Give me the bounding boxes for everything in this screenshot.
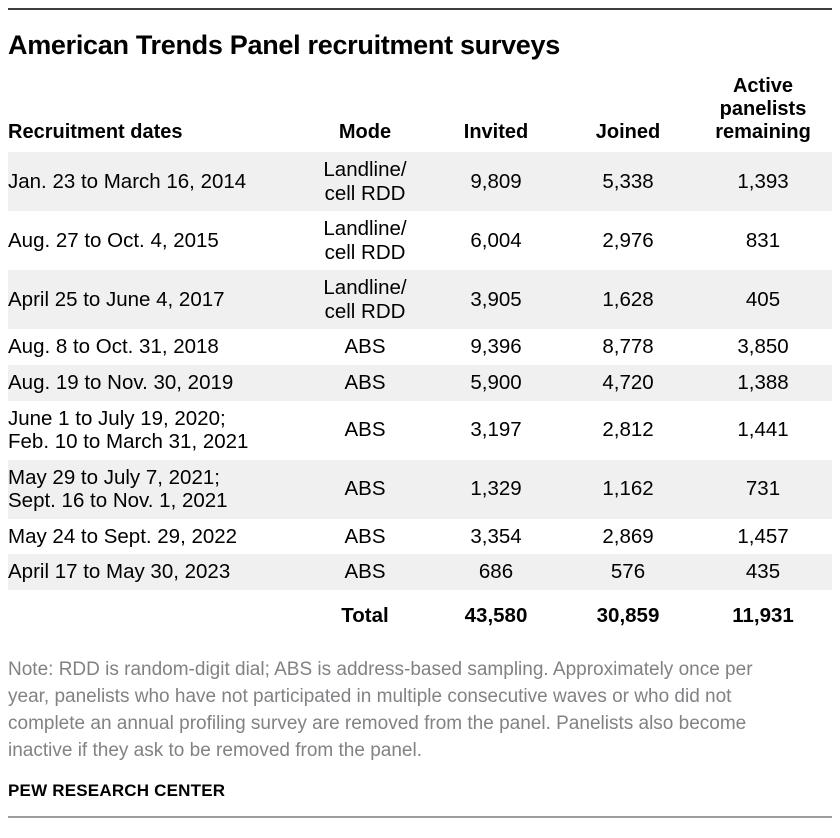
invited-cell: 9,809 [430,152,562,212]
column-header-active-panelists-remaining: Active panelists remaining [715,75,811,144]
mode-cell: ABS [344,418,386,442]
table-row: May 24 to Sept. 29, 2022 ABS 3,354 2,869… [8,519,832,555]
bottom-rule [8,816,832,819]
date-cell: May 24 to Sept. 29, 2022 [8,524,238,548]
remaining-cell: 435 [694,554,832,590]
joined-cell: 2,812 [602,418,654,442]
total-label: Total [300,589,430,638]
remaining-cell: 1,441 [737,418,789,442]
joined-cell: 2,869 [602,524,654,548]
date-cell: Aug. 27 to Oct. 4, 2015 [8,228,219,252]
mode-cell: ABS [344,524,386,548]
date-cell: April 25 to June 4, 2017 [8,270,300,330]
invited-cell: 686 [430,554,562,590]
column-header-recruitment-dates: Recruitment dates [8,121,183,144]
date-cell: Aug. 8 to Oct. 31, 2018 [8,335,219,359]
page-title: American Trends Panel recruitment survey… [8,30,560,60]
remaining-cell: 3,850 [737,335,789,359]
mode-cell: ABS [344,335,386,359]
top-rule [8,8,832,10]
remaining-cell: 1,388 [694,364,832,401]
invited-cell: 6,004 [470,228,522,252]
invited-cell: 1,329 [430,459,562,519]
joined-cell: 2,976 [602,228,654,252]
column-header-mode: Mode [338,121,392,144]
mode-cell: Landline/ cell RDD [300,270,430,330]
mode-cell: ABS [300,364,430,401]
date-cell: April 17 to May 30, 2023 [8,554,300,590]
table-row: Aug. 19 to Nov. 30, 2019 ABS 5,900 4,720… [8,364,832,401]
remaining-cell: 831 [745,228,781,252]
invited-cell: 3,905 [430,270,562,330]
column-header-invited: Invited [463,121,529,144]
remaining-cell: 405 [694,270,832,330]
mode-cell: Landline/ cell RDD [300,152,430,212]
joined-cell: 576 [562,554,694,590]
table-row: April 17 to May 30, 2023 ABS 686 576 435 [8,554,832,590]
source-label: PEW RESEARCH CENTER [8,781,226,801]
total-invited-cell: 43,580 [430,589,562,638]
header-row: Recruitment dates Mode Invited Joined Ac… [8,75,832,152]
table-row: April 25 to June 4, 2017 Landline/ cell … [8,270,832,330]
table-note: Note: RDD is random-digit dial; ABS is a… [8,659,753,762]
date-cell: May 29 to July 7, 2021; Sept. 16 to Nov.… [8,459,300,519]
mode-cell: ABS [300,554,430,590]
remaining-cell: 1,457 [737,524,789,548]
table-row: Aug. 8 to Oct. 31, 2018 ABS 9,396 8,778 … [8,329,832,365]
table-header: Recruitment dates Mode Invited Joined Ac… [8,75,832,152]
total-joined-cell: 30,859 [562,589,694,638]
invited-cell: 9,396 [470,335,522,359]
recruitment-table: Recruitment dates Mode Invited Joined Ac… [8,75,832,638]
joined-cell: 4,720 [562,364,694,401]
remaining-cell: 1,393 [694,152,832,212]
table-row: Aug. 27 to Oct. 4, 2015 Landline/ cell R… [8,211,832,270]
joined-cell: 5,338 [562,152,694,212]
total-row: Total 43,580 30,859 11,931 [8,589,832,638]
invited-cell: 5,900 [430,364,562,401]
table-row: May 29 to July 7, 2021; Sept. 16 to Nov.… [8,459,832,519]
column-header-joined: Joined [595,121,661,144]
joined-cell: 1,162 [562,459,694,519]
table-row: June 1 to July 19, 2020; Feb. 10 to Marc… [8,401,832,460]
total-empty-cell [8,589,300,638]
joined-cell: 8,778 [602,335,654,359]
table-row: Jan. 23 to March 16, 2014 Landline/ cell… [8,152,832,212]
date-cell: June 1 to July 19, 2020; Feb. 10 to Marc… [8,406,249,454]
invited-cell: 3,197 [470,418,522,442]
remaining-cell: 731 [694,459,832,519]
invited-cell: 3,354 [470,524,522,548]
total-remaining-cell: 11,931 [694,589,832,638]
mode-cell: ABS [300,459,430,519]
joined-cell: 1,628 [562,270,694,330]
mode-cell: Landline/ cell RDD [323,217,407,264]
date-cell: Jan. 23 to March 16, 2014 [8,152,300,212]
date-cell: Aug. 19 to Nov. 30, 2019 [8,364,300,401]
